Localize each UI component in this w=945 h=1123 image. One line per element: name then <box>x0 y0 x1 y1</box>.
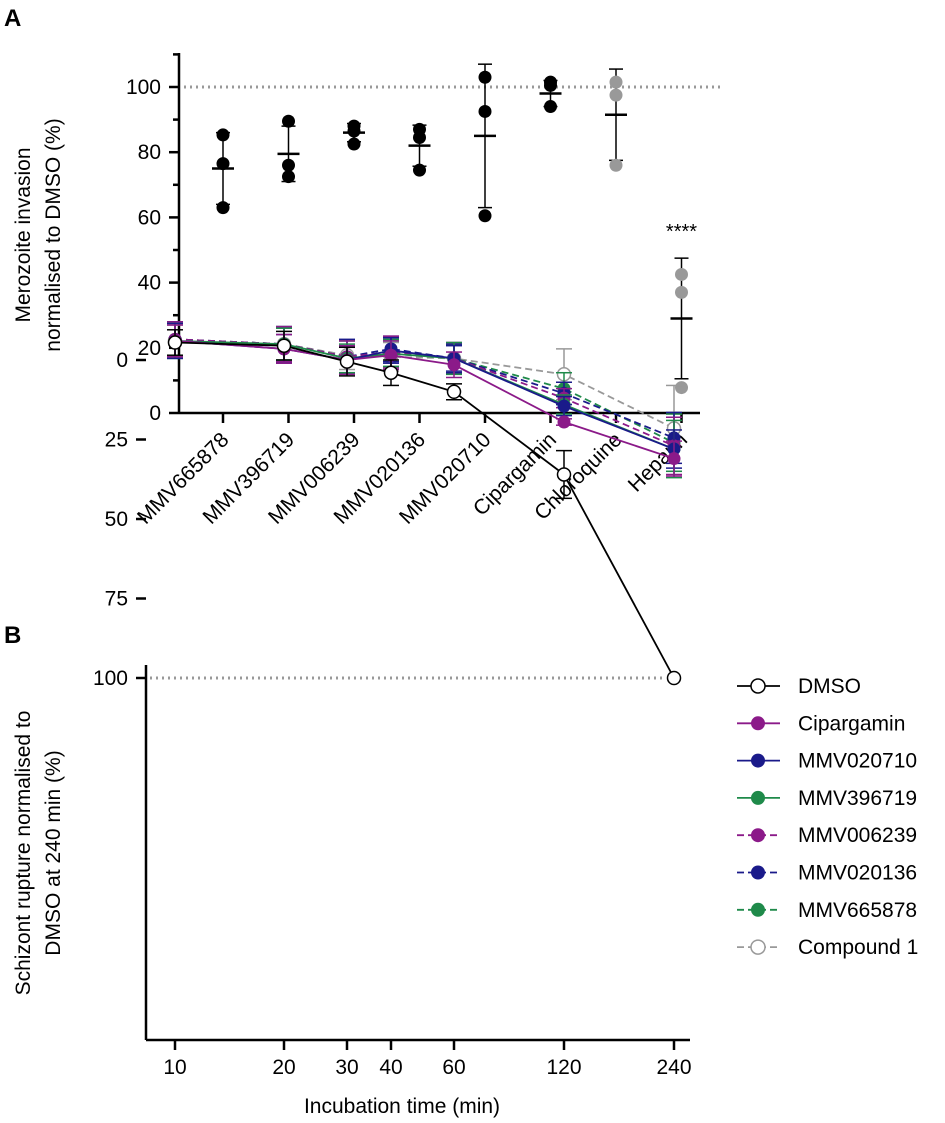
y-tick-label: 0 <box>116 349 128 372</box>
data-point <box>667 452 681 466</box>
y-tick-label: 80 <box>138 141 161 164</box>
data-point <box>675 285 688 299</box>
panel-b-xlabel: Incubation time (min) <box>304 1095 500 1118</box>
x-tick-label: 60 <box>442 1056 465 1079</box>
x-tick-label: 20 <box>272 1056 295 1079</box>
data-point <box>446 384 462 400</box>
data-point <box>347 124 361 138</box>
data-point <box>557 415 571 429</box>
series-dmso <box>167 329 682 686</box>
data-point <box>544 78 557 92</box>
y-tick-label: 25 <box>105 429 128 452</box>
panel-b-chart: Schizont rupture normalised to DMSO at 2… <box>12 321 918 1118</box>
data-point <box>282 170 295 184</box>
legend-label: MMV020710 <box>798 750 917 773</box>
panel-a-label: A <box>4 5 21 32</box>
data-point <box>675 267 688 281</box>
data-point <box>447 358 461 372</box>
data-point <box>675 381 688 395</box>
legend-marker <box>751 753 765 768</box>
data-point <box>413 163 426 177</box>
panel-a-ylabel-line2: normalised to DMSO (%) <box>42 118 65 351</box>
data-point <box>544 100 557 114</box>
legend-label: MMV006239 <box>798 824 917 847</box>
y-tick-label: 0 <box>149 402 161 425</box>
y-tick-label: 40 <box>138 272 161 295</box>
y-tick-label: 60 <box>138 206 161 229</box>
x-tick-label: 120 <box>546 1056 581 1079</box>
legend-label: DMSO <box>798 675 861 698</box>
data-point <box>478 209 492 223</box>
y-tick-label: 100 <box>93 667 128 690</box>
legend-marker <box>751 716 765 731</box>
y-tick-label: 50 <box>105 508 128 531</box>
significance-marker: **** <box>666 221 697 243</box>
data-point <box>216 157 230 171</box>
data-point <box>216 128 230 142</box>
legend-label: Compound 1 <box>798 936 918 959</box>
data-point <box>282 114 295 128</box>
data-point <box>413 131 426 145</box>
x-tick-label: 30 <box>335 1056 358 1079</box>
panel-b-ylabel-line1: Schizont rupture normalised to <box>12 711 35 996</box>
y-tick-label: 100 <box>126 76 161 99</box>
data-point <box>216 201 230 215</box>
data-point <box>556 467 572 482</box>
x-tick-label: 40 <box>379 1056 402 1079</box>
x-tick-label: 10 <box>163 1056 186 1079</box>
data-point <box>478 104 492 118</box>
legend-marker <box>750 939 766 955</box>
y-tick-label: 75 <box>105 588 128 611</box>
data-point <box>339 354 355 369</box>
legend: DMSO Cipargamin MMV020710 MMV396719 MMV00623… <box>737 675 918 959</box>
data-point <box>384 348 398 362</box>
y-tick-label: 20 <box>138 337 161 360</box>
data-point <box>557 399 571 413</box>
legend-label: Cipargamin <box>798 712 905 735</box>
data-point <box>478 70 492 84</box>
legend-label: MMV396719 <box>798 787 917 810</box>
data-point <box>347 137 361 151</box>
data-point <box>282 158 295 172</box>
data-point <box>666 670 682 686</box>
panel-b-ylabel-line2: DMSO at 240 min (%) <box>42 750 65 955</box>
data-point <box>609 88 623 102</box>
data-point <box>609 158 623 172</box>
legend-label: MMV020136 <box>798 862 917 885</box>
data-point <box>167 335 183 350</box>
panel-a-ylabel-line1: Merozoite invasion <box>12 147 35 322</box>
legend-marker <box>750 678 766 694</box>
data-point <box>276 338 292 353</box>
data-point <box>609 75 623 89</box>
panel-a-chart: Merozoite invasion normalised to DMSO (%… <box>12 53 720 529</box>
legend-marker <box>751 828 765 843</box>
legend-marker <box>751 865 765 880</box>
x-tick-label: 240 <box>656 1056 691 1079</box>
legend-marker <box>751 790 765 805</box>
legend-marker <box>751 902 765 917</box>
legend-label: MMV665878 <box>798 899 917 922</box>
panel-b-label: B <box>4 622 21 649</box>
data-point <box>383 365 399 380</box>
